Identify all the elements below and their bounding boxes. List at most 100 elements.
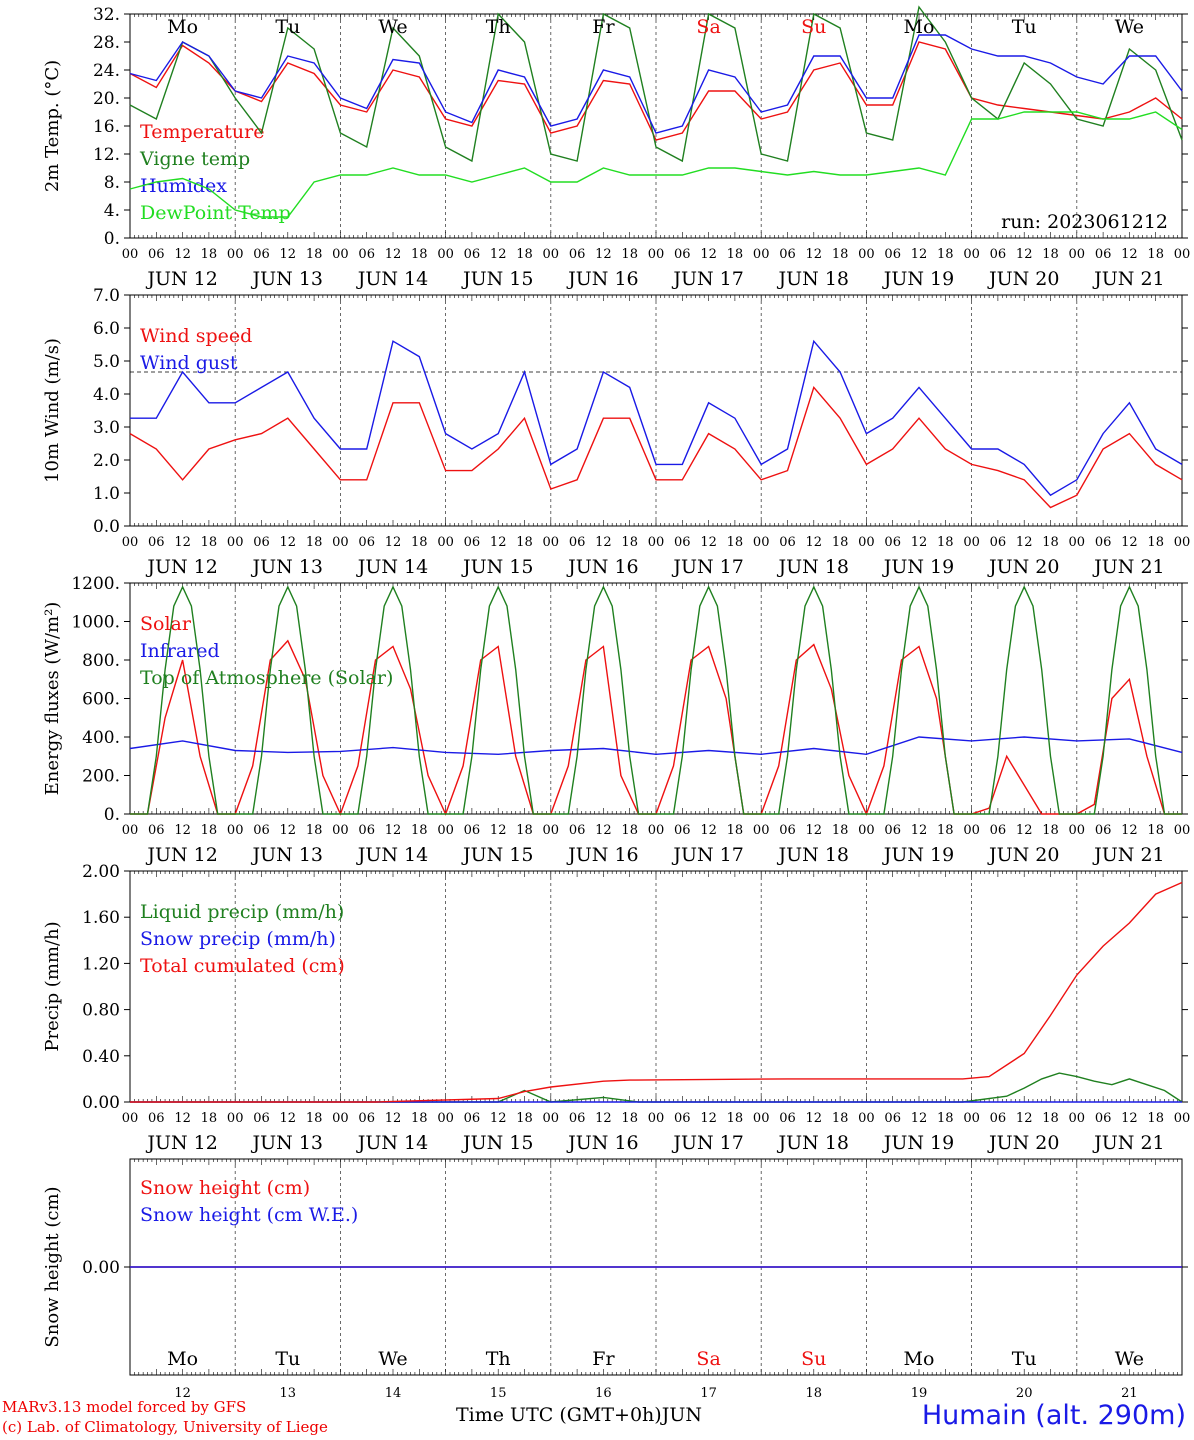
day-label: JUN 14 — [356, 268, 428, 290]
y-tick-label: 1000. — [71, 613, 120, 633]
hour-tick-label: 00 — [437, 247, 454, 262]
hour-tick-label: 06 — [148, 823, 165, 838]
hour-tick-label: 06 — [779, 247, 796, 262]
y-tick-label: 5.0 — [93, 352, 120, 372]
lab-credit: (c) Lab. of Climatology, University of L… — [2, 1418, 328, 1436]
hour-tick-label: 12 — [911, 1111, 928, 1126]
hour-tick-label: 06 — [464, 535, 481, 550]
y-tick-label: 24. — [93, 61, 120, 81]
hour-tick-label: 12 — [595, 1111, 612, 1126]
day-label: JUN 12 — [145, 268, 217, 290]
panel-1: 0. 4. 8. 12. 16. 20. 24. 28. 32. 2m Temp. (°C) Tem… — [42, 5, 1190, 290]
hour-tick-label: 18 — [727, 1111, 744, 1126]
hour-tick-label: 00 — [858, 823, 875, 838]
hour-tick-label: 00 — [648, 1111, 665, 1126]
hour-tick-label: 18 — [621, 823, 638, 838]
day-label: JUN 20 — [987, 844, 1059, 866]
y-axis-label: Snow height (cm) — [42, 1186, 63, 1347]
panel-2: 0.0 1.0 2.0 3.0 4.0 5.0 6.0 7.0 10m Wind (m/s) Wi… — [42, 286, 1190, 578]
day-label: JUN 18 — [777, 844, 849, 866]
legend-entry: Wind speed — [140, 325, 252, 347]
date-number: 12 — [174, 1386, 191, 1400]
hour-tick-label: 18 — [937, 535, 954, 550]
y-tick-label: 7.0 — [93, 286, 120, 306]
y-tick-label: 28. — [93, 33, 120, 53]
hour-tick-label: 18 — [727, 535, 744, 550]
day-label: JUN 12 — [145, 1132, 217, 1154]
day-label: JUN 13 — [251, 844, 323, 866]
hour-tick-label: 12 — [595, 535, 612, 550]
hour-tick-label: 06 — [1095, 535, 1112, 550]
y-tick-label: 1.0 — [93, 484, 120, 504]
hour-tick-label: 12 — [1016, 1111, 1033, 1126]
hour-tick-label: 18 — [937, 1111, 954, 1126]
y-tick-label: 0.80 — [82, 1001, 120, 1021]
legend-entry: Top of Atmosphere (Solar) — [140, 667, 393, 689]
hour-tick-label: 06 — [253, 247, 270, 262]
series-line — [129, 736, 1183, 756]
hour-tick-label: 06 — [358, 247, 375, 262]
hour-tick-label: 12 — [490, 535, 507, 550]
hour-tick-label: 18 — [516, 247, 533, 262]
hour-tick-label: 12 — [595, 823, 612, 838]
y-tick-label: 600. — [82, 690, 120, 710]
day-label: JUN 17 — [671, 268, 743, 290]
hour-tick-label: 12 — [174, 823, 191, 838]
hour-tick-label: 06 — [779, 1111, 796, 1126]
weekday-label: Mo — [167, 1348, 198, 1370]
hour-tick-label: 06 — [358, 1111, 375, 1126]
day-label: JUN 18 — [777, 556, 849, 578]
series-line — [130, 585, 1182, 815]
hour-tick-label: 06 — [464, 1111, 481, 1126]
day-label: JUN 21 — [1092, 268, 1164, 290]
hour-tick-label: 12 — [174, 1111, 191, 1126]
hour-tick-label: 06 — [884, 1111, 901, 1126]
hour-tick-label: 12 — [806, 247, 823, 262]
hour-tick-label: 06 — [884, 823, 901, 838]
weekday-label: Mo — [904, 16, 935, 38]
legend-entry: Snow height (cm W.E.) — [140, 1204, 358, 1226]
day-label: JUN 19 — [882, 268, 954, 290]
hour-tick-label: 06 — [990, 1111, 1007, 1126]
weekday-label: We — [1115, 16, 1144, 38]
hour-tick-label: 00 — [858, 535, 875, 550]
day-label: JUN 15 — [461, 1132, 533, 1154]
hour-tick-label: 12 — [1121, 1111, 1138, 1126]
day-label: JUN 15 — [461, 556, 533, 578]
hour-tick-label: 06 — [990, 247, 1007, 262]
x-axis-month: JUN — [661, 1404, 702, 1426]
hour-tick-label: 06 — [674, 823, 691, 838]
panel-3: 0. 200. 400. 600. 800. 1000. 1200. Energy fluxe… — [42, 574, 1190, 866]
legend-entry: Solar — [140, 613, 192, 635]
hour-tick-label: 06 — [569, 1111, 586, 1126]
date-number: 21 — [1121, 1386, 1138, 1400]
date-number: 13 — [280, 1386, 297, 1400]
hour-tick-label: 00 — [227, 823, 244, 838]
hour-tick-label: 18 — [1042, 247, 1059, 262]
date-number: 15 — [490, 1386, 507, 1400]
hour-tick-label: 00 — [332, 247, 349, 262]
hour-tick-label: 00 — [648, 823, 665, 838]
hour-tick-label: 00 — [753, 247, 770, 262]
legend-entry: Liquid precip (mm/h) — [140, 901, 344, 923]
hour-tick-label: 00 — [1069, 1111, 1086, 1126]
hour-tick-label: 18 — [306, 247, 323, 262]
day-label: JUN 13 — [251, 1132, 323, 1154]
legend-entry: Snow precip (mm/h) — [140, 928, 336, 950]
hour-tick-label: 18 — [1147, 535, 1164, 550]
hour-tick-label: 12 — [1121, 823, 1138, 838]
hour-tick-label: 18 — [306, 823, 323, 838]
day-label: JUN 20 — [987, 268, 1059, 290]
series-line — [129, 5, 1183, 163]
weekday-label: Su — [801, 1348, 826, 1370]
hour-tick-label: 00 — [543, 823, 560, 838]
hour-tick-label: 06 — [779, 535, 796, 550]
hour-tick-label: 18 — [1147, 823, 1164, 838]
hour-tick-label: 00 — [858, 1111, 875, 1126]
y-axis-label: 2m Temp. (°C) — [42, 60, 63, 192]
hour-tick-label: 12 — [1121, 247, 1138, 262]
day-label: JUN 17 — [671, 1132, 743, 1154]
y-tick-label: 0. — [104, 805, 120, 825]
hour-tick-label: 00 — [753, 535, 770, 550]
hour-tick-label: 06 — [148, 1111, 165, 1126]
